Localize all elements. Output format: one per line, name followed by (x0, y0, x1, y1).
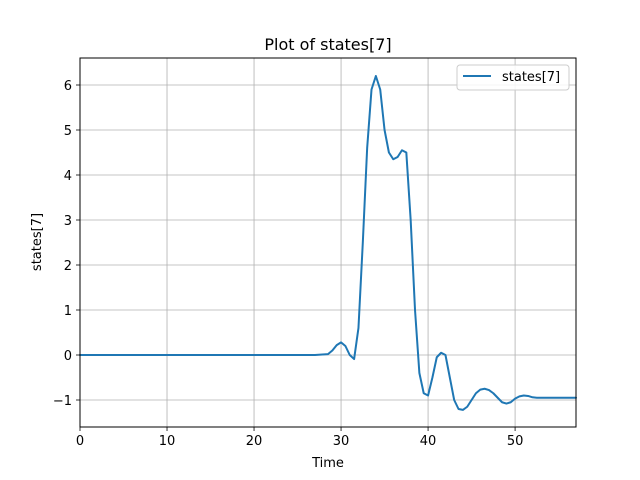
chart-title: Plot of states[7] (264, 35, 391, 54)
legend-box (456, 64, 570, 91)
x-axis-label: Time (311, 456, 344, 471)
y-tick-label: 1 (64, 304, 72, 319)
y-tick-label: 0 (64, 349, 72, 364)
legend: states[7] (456, 64, 570, 91)
y-axis-label: states[7] (30, 213, 45, 271)
y-tick-label: 4 (64, 169, 72, 184)
y-tick-label: 6 (64, 79, 72, 94)
x-tick-label: 40 (420, 434, 437, 449)
y-axis-ticks: −1 0 1 2 3 4 5 6 (53, 79, 80, 409)
plot-frame (79, 57, 577, 428)
x-tick-label: 50 (507, 434, 524, 449)
y-tick-label: −1 (53, 394, 72, 409)
y-tick-label: 3 (64, 214, 72, 229)
series-layer (79, 75, 577, 411)
x-tick-label: 20 (246, 434, 263, 449)
x-tick-label: 30 (333, 434, 350, 449)
grid (79, 58, 576, 427)
y-tick-label: 5 (64, 124, 72, 139)
series-line (79, 75, 577, 411)
x-tick-label: 0 (76, 434, 84, 449)
legend-label: states[7] (502, 70, 560, 85)
x-axis-ticks: 0 10 20 30 40 50 (76, 427, 524, 449)
x-tick-label: 10 (159, 434, 176, 449)
y-tick-label: 2 (64, 259, 72, 274)
